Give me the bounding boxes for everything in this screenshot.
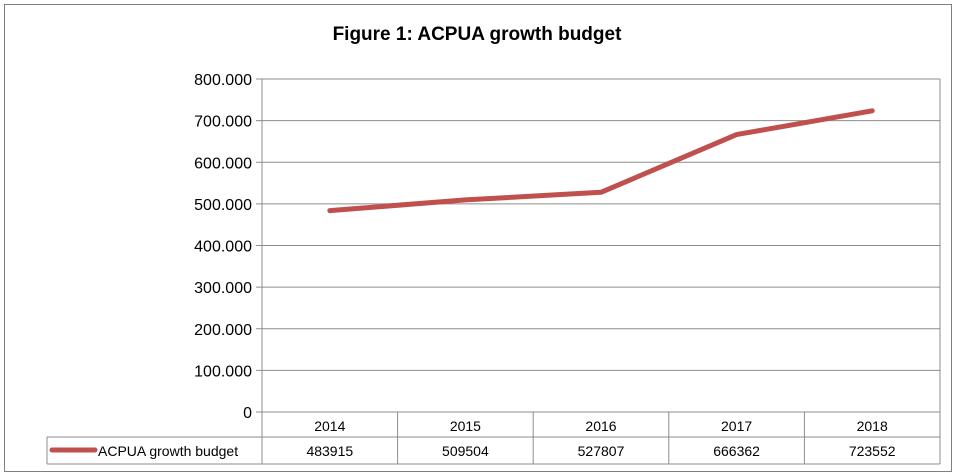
table-value-cell: 483915 (306, 443, 353, 459)
y-tick-label: 300.000 (194, 280, 252, 297)
table-value-cell: 723552 (849, 443, 896, 459)
chart-frame (4, 4, 952, 472)
x-tick-label: 2017 (721, 418, 752, 434)
legend-label: ACPUA growth budget (98, 443, 238, 459)
series-line (327, 108, 875, 214)
x-tick-label: 2014 (314, 418, 345, 434)
table-value-cell: 527807 (578, 443, 625, 459)
y-tick-label: 400.000 (194, 239, 252, 256)
y-tick-label: 0 (243, 405, 252, 422)
y-tick-label: 200.000 (194, 322, 252, 339)
y-tick-label: 700.000 (194, 114, 252, 131)
x-tick-label: 2015 (450, 418, 481, 434)
x-tick-label: 2016 (585, 418, 616, 434)
table-value-cell: 509504 (442, 443, 489, 459)
x-tick-label: 2018 (857, 418, 888, 434)
y-tick-label: 600.000 (194, 155, 252, 172)
y-tick-label: 100.000 (194, 363, 252, 380)
y-tick-label: 800.000 (194, 72, 252, 89)
y-tick-label: 500.000 (194, 197, 252, 214)
chart-title: Figure 1: ACPUA growth budget (332, 24, 622, 45)
table-value-cell: 666362 (713, 443, 760, 459)
